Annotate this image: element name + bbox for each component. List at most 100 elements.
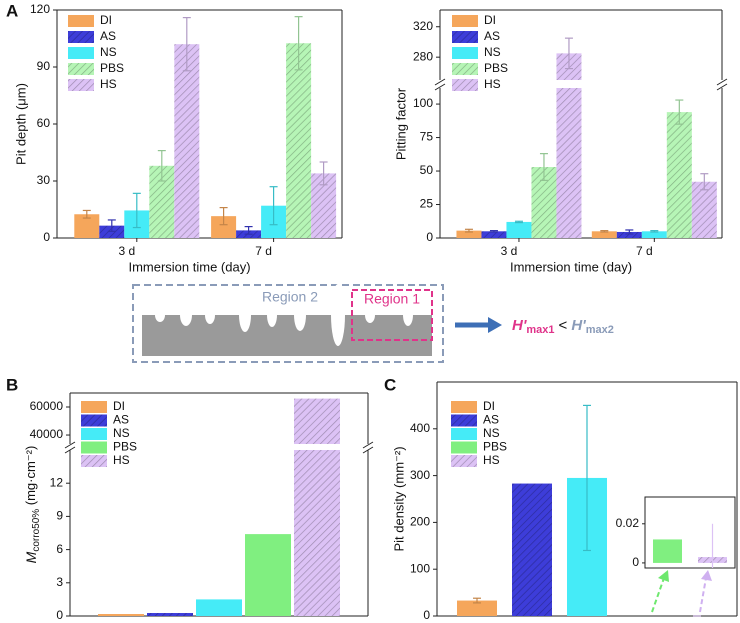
y-tick-label: 400 bbox=[410, 421, 430, 435]
y-tick-label: 320 bbox=[413, 19, 433, 33]
legend-label: DI bbox=[484, 13, 496, 27]
panel-label: A bbox=[6, 1, 18, 20]
pits bbox=[155, 284, 413, 346]
x-tick-label: 7 d bbox=[636, 244, 653, 258]
bar bbox=[666, 112, 692, 238]
bar bbox=[245, 534, 291, 616]
y-axis-title-main: M bbox=[23, 551, 39, 563]
region-1-box bbox=[351, 289, 433, 341]
legend-label: DI bbox=[483, 399, 495, 413]
panel-label: B bbox=[6, 375, 18, 394]
axis-break bbox=[64, 446, 76, 454]
inset-y-tick-label: 0.02 bbox=[616, 516, 640, 530]
bar bbox=[147, 613, 193, 616]
inset-frame bbox=[644, 496, 736, 569]
y-tick-label: 60 bbox=[37, 116, 51, 130]
axis-break bbox=[362, 441, 374, 449]
y-tick-label: 280 bbox=[413, 49, 433, 63]
bar bbox=[512, 483, 552, 616]
relation-operator: < bbox=[559, 317, 568, 334]
x-tick-label: 7 d bbox=[255, 244, 272, 258]
error-bar bbox=[583, 404, 591, 552]
y-tick-label: 0 bbox=[426, 230, 433, 244]
bar bbox=[456, 230, 482, 238]
region-2-label: Region 2 bbox=[262, 289, 318, 305]
legend-swatch bbox=[451, 441, 477, 454]
bar bbox=[174, 44, 200, 239]
region-1-label: Region 1 bbox=[364, 291, 420, 307]
y-tick-label: 6 bbox=[56, 542, 63, 556]
error-bar bbox=[514, 220, 523, 224]
y-tick-label: 60000 bbox=[30, 399, 64, 413]
legend-label: PBS bbox=[100, 61, 124, 75]
legend-label: DI bbox=[100, 13, 112, 27]
relation-right: H' bbox=[571, 317, 586, 334]
error-bar bbox=[319, 161, 328, 186]
y-tick-label: 120 bbox=[30, 2, 50, 16]
inset-y-tick-label: 0 bbox=[632, 555, 639, 569]
error-bar bbox=[650, 230, 659, 233]
bar bbox=[457, 600, 497, 616]
x-axis-title: Immersion time (day) bbox=[128, 259, 250, 274]
panel-label: C bbox=[384, 375, 396, 394]
legend-label: HS bbox=[483, 453, 500, 467]
y-tick-label: 3 bbox=[56, 575, 63, 589]
legend-swatch bbox=[452, 79, 478, 91]
relation-left: H' bbox=[512, 317, 527, 334]
legend-swatch bbox=[68, 63, 94, 75]
y-tick-label: 40000 bbox=[30, 427, 64, 441]
error-bar bbox=[219, 207, 228, 226]
error-bar bbox=[269, 186, 278, 226]
y-axis-title: Pit density (mm⁻²) bbox=[391, 446, 406, 551]
axis-break bbox=[716, 83, 728, 91]
bar bbox=[74, 214, 100, 238]
y-axis-title: Pit depth (μm) bbox=[13, 83, 28, 165]
y-tick-label: 0 bbox=[423, 608, 430, 622]
error-bar bbox=[700, 173, 709, 191]
x-tick-label: 3 d bbox=[118, 244, 135, 258]
legend-swatch bbox=[452, 63, 478, 75]
legend-swatch bbox=[452, 31, 478, 43]
legend-swatch bbox=[451, 401, 477, 413]
inset-bar bbox=[653, 539, 682, 563]
axis-break bbox=[434, 78, 446, 86]
legend-label: NS bbox=[100, 45, 117, 59]
bar bbox=[211, 216, 237, 238]
error-bar bbox=[489, 230, 498, 233]
axis-break bbox=[362, 446, 374, 454]
legend-swatch bbox=[81, 441, 107, 454]
error-bar bbox=[564, 37, 573, 70]
y-tick-label: 9 bbox=[56, 509, 63, 523]
legend-label: NS bbox=[484, 45, 501, 59]
y-tick-label: 90 bbox=[37, 59, 51, 73]
legend-swatch bbox=[451, 455, 477, 467]
error-bar bbox=[600, 230, 609, 233]
axis-break bbox=[64, 441, 76, 449]
bar bbox=[286, 43, 312, 238]
legend-label: HS bbox=[484, 77, 501, 91]
legend-swatch bbox=[451, 428, 477, 440]
x-axis-title: Immersion time (day) bbox=[510, 259, 632, 274]
legend-swatch bbox=[81, 428, 107, 440]
y-tick-label: 12 bbox=[50, 475, 64, 489]
error-bar bbox=[82, 209, 91, 219]
relation-right-sub: max2 bbox=[586, 324, 614, 336]
y-axis-title-sub: corro50% bbox=[31, 509, 42, 552]
region-2-box bbox=[132, 284, 444, 363]
bar bbox=[616, 231, 642, 238]
y-axis-title: Pitting factor bbox=[393, 87, 408, 160]
bar bbox=[641, 231, 667, 238]
y-tick-label: 75 bbox=[420, 130, 434, 144]
axis-break bbox=[434, 83, 446, 91]
legend-swatch bbox=[81, 414, 107, 427]
y-tick-label: 25 bbox=[420, 197, 434, 211]
relation-left-sub: max1 bbox=[526, 324, 554, 336]
error-bar bbox=[107, 219, 116, 232]
legend-label: PBS bbox=[113, 440, 137, 454]
pointers bbox=[651, 570, 712, 613]
error-bar bbox=[625, 229, 634, 235]
y-tick-label: 100 bbox=[413, 96, 433, 110]
legend-swatch bbox=[81, 455, 107, 467]
schematic: Region 2 Region 1 H'max1 < H'max2 bbox=[132, 284, 614, 363]
